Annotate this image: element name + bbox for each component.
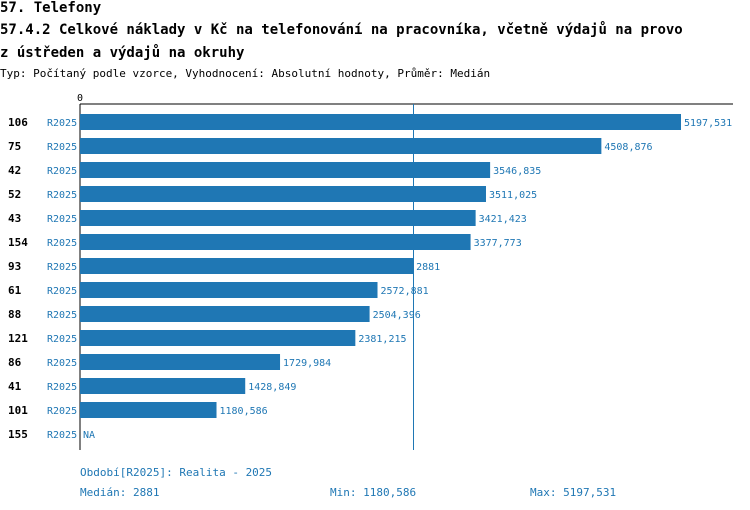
row-id-label: 42 (8, 164, 21, 177)
bar (80, 306, 370, 322)
bar-value-label: 1729,984 (283, 358, 331, 369)
row-id-label: 101 (8, 404, 28, 417)
chart-subtitle: Typ: Počítaný podle vzorce, Vyhodnocení:… (0, 67, 491, 80)
row-period-label: R2025 (47, 358, 77, 369)
bar-value-label: 2572,881 (381, 286, 429, 297)
bar (80, 186, 486, 202)
bar (80, 162, 491, 178)
row-id-label: 155 (8, 428, 28, 441)
bar (80, 114, 681, 130)
bar-value-label: 2881 (416, 262, 440, 273)
bar (80, 354, 281, 370)
bar-value-label: 3421,423 (479, 214, 527, 225)
chart-title-line-2: z ústředen a výdajů na okruhy (0, 45, 245, 61)
row-period-label: R2025 (47, 238, 77, 249)
row-period-label: R2025 (47, 382, 77, 393)
row-period-label: R2025 (47, 214, 77, 225)
bar-value-label: 2504,396 (373, 310, 421, 321)
row-id-label: 93 (8, 260, 21, 273)
bar-value-label: 1180,586 (220, 406, 268, 417)
bar-value-label: NA (83, 430, 95, 441)
section-title: 57. Telefony (0, 0, 102, 16)
bar-value-label: 3511,025 (489, 190, 537, 201)
row-id-label: 41 (8, 380, 22, 393)
footer-max: Max: 5197,531 (530, 486, 617, 499)
footer-median: Medián: 2881 (80, 486, 160, 499)
row-period-label: R2025 (47, 334, 77, 345)
row-id-label: 52 (8, 188, 21, 201)
row-id-label: 88 (8, 308, 21, 321)
bar (80, 282, 378, 298)
row-period-label: R2025 (47, 430, 77, 441)
row-period-label: R2025 (47, 286, 77, 297)
bar (80, 138, 602, 154)
row-id-label: 75 (8, 140, 21, 153)
row-period-label: R2025 (47, 406, 77, 417)
row-id-label: 61 (8, 284, 22, 297)
x-tick-label: 0 (77, 93, 83, 104)
row-period-label: R2025 (47, 190, 77, 201)
row-period-label: R2025 (47, 142, 77, 153)
bar-value-label: 3546,835 (493, 166, 541, 177)
row-id-label: 43 (8, 212, 21, 225)
row-period-label: R2025 (47, 166, 77, 177)
bar-value-label: 2381,215 (358, 334, 406, 345)
row-id-label: 121 (8, 332, 28, 345)
bar (80, 330, 356, 346)
row-period-label: R2025 (47, 262, 77, 273)
bar-value-label: 4508,876 (604, 142, 652, 153)
row-period-label: R2025 (47, 118, 77, 129)
bar (80, 210, 476, 226)
bar (80, 378, 246, 394)
footer-period: Období[R2025]: Realita - 2025 (80, 466, 273, 479)
bar-value-label: 1428,849 (248, 382, 296, 393)
row-id-label: 106 (8, 116, 28, 129)
chart-title-line-1: 57.4.2 Celkové náklady v Kč na telefonov… (0, 22, 683, 38)
bar-value-label: 5197,531 (684, 118, 732, 129)
bar (80, 258, 414, 274)
bar (80, 402, 217, 418)
row-period-label: R2025 (47, 310, 77, 321)
footer-min: Min: 1180,586 (330, 486, 417, 499)
bar (80, 234, 471, 250)
row-id-label: 86 (8, 356, 22, 369)
bar-value-label: 3377,773 (474, 238, 522, 249)
row-id-label: 154 (8, 236, 28, 249)
